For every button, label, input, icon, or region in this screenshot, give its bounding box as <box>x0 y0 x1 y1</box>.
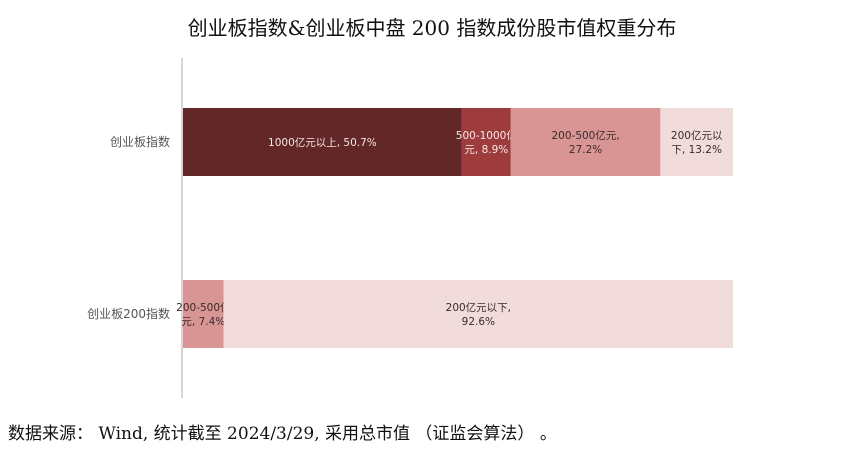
bar-segment <box>183 280 224 348</box>
data-label: 500-1000亿元, 8.9% <box>456 129 517 156</box>
bar-segment <box>510 108 661 176</box>
bar-segment <box>461 108 511 176</box>
bar-segment <box>223 280 733 348</box>
data-label: 200亿元以下, 13.2% <box>671 129 723 156</box>
chart-title: 创业板指数&创业板中盘 200 指数成份股市值权重分布 <box>187 16 677 40</box>
category-label: 创业板200指数 <box>87 306 170 321</box>
data-label: 200-500亿元, 7.4% <box>176 301 230 328</box>
data-label: 1000亿元以上, 50.7% <box>268 136 377 149</box>
bar-segment <box>660 108 733 176</box>
category-label: 创业板指数 <box>110 134 170 149</box>
bars-group: 创业板指数 1000亿元以上, 50.7% 500-1000亿元, 8.9% 200-… <box>87 108 733 348</box>
data-label: 200亿元以下, 92.6% <box>446 301 511 328</box>
source-note: 数据来源： Wind, 统计截至 2024/3/29, 采用总市值 （证监会算法… <box>8 424 557 444</box>
bar-segment <box>183 108 462 176</box>
data-label: 200-500亿元, 27.2% <box>551 129 619 156</box>
